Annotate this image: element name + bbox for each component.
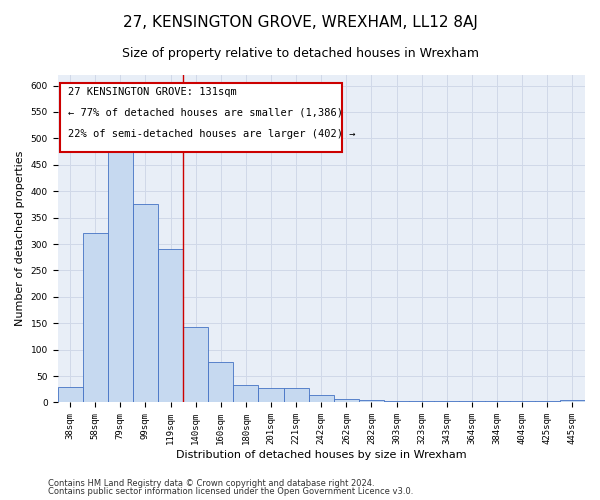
Text: 27 KENSINGTON GROVE: 131sqm: 27 KENSINGTON GROVE: 131sqm — [68, 87, 237, 97]
Text: Contains HM Land Registry data © Crown copyright and database right 2024.: Contains HM Land Registry data © Crown c… — [48, 478, 374, 488]
Y-axis label: Number of detached properties: Number of detached properties — [15, 151, 25, 326]
Bar — [158, 250, 183, 402]
Text: Contains public sector information licensed under the Open Government Licence v3: Contains public sector information licen… — [48, 487, 413, 496]
FancyBboxPatch shape — [60, 83, 343, 152]
Text: 22% of semi-detached houses are larger (402) →: 22% of semi-detached houses are larger (… — [68, 129, 356, 139]
Bar — [309, 395, 334, 402]
Bar — [259, 388, 284, 402]
X-axis label: Distribution of detached houses by size in Wrexham: Distribution of detached houses by size … — [176, 450, 467, 460]
Bar — [133, 204, 158, 402]
Bar — [208, 362, 233, 403]
Bar — [233, 385, 259, 402]
Bar — [359, 400, 384, 402]
Bar — [183, 327, 208, 402]
Bar — [83, 234, 108, 402]
Bar — [108, 148, 133, 402]
Bar — [334, 399, 359, 402]
Bar — [284, 388, 309, 402]
Bar — [560, 400, 585, 402]
Text: Size of property relative to detached houses in Wrexham: Size of property relative to detached ho… — [121, 48, 479, 60]
Text: 27, KENSINGTON GROVE, WREXHAM, LL12 8AJ: 27, KENSINGTON GROVE, WREXHAM, LL12 8AJ — [122, 15, 478, 30]
Text: ← 77% of detached houses are smaller (1,386): ← 77% of detached houses are smaller (1,… — [68, 108, 343, 118]
Bar — [58, 386, 83, 402]
